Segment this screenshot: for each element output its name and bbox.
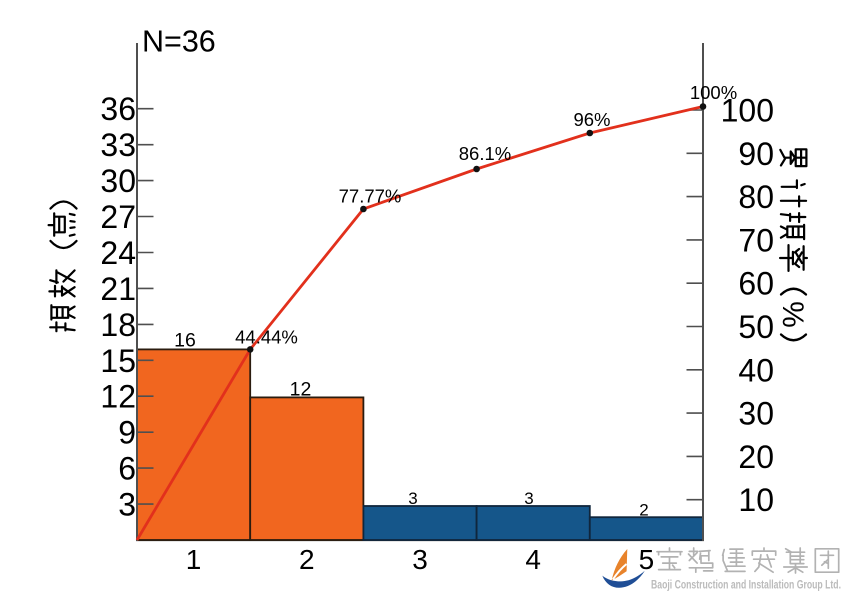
svg-text:2: 2 (299, 544, 315, 575)
svg-text:9: 9 (118, 415, 136, 451)
svg-text:3: 3 (408, 489, 417, 508)
svg-text:16: 16 (174, 330, 196, 352)
svg-text:80: 80 (738, 179, 774, 215)
svg-text:3: 3 (524, 489, 533, 508)
svg-text:N=36: N=36 (142, 25, 216, 59)
svg-text:100%: 100% (690, 82, 737, 103)
svg-text:96%: 96% (573, 109, 610, 130)
svg-text:36: 36 (100, 91, 136, 127)
svg-text:33: 33 (100, 127, 136, 163)
svg-text:24: 24 (100, 235, 136, 271)
svg-text:60: 60 (738, 266, 774, 302)
svg-text:27: 27 (100, 199, 136, 235)
svg-text:5: 5 (639, 544, 655, 575)
svg-text:12: 12 (290, 378, 312, 400)
svg-text:100: 100 (721, 93, 774, 129)
svg-text:15: 15 (100, 343, 136, 379)
svg-text:4: 4 (525, 544, 541, 575)
svg-text:30: 30 (738, 396, 774, 432)
svg-text:Baoji Construction and Install: Baoji Construction and Installation Grou… (651, 580, 841, 592)
svg-text:21: 21 (100, 271, 136, 307)
svg-text:90: 90 (738, 136, 774, 172)
svg-text:1: 1 (186, 544, 202, 575)
svg-text:50: 50 (738, 309, 774, 345)
svg-text:30: 30 (100, 163, 136, 199)
svg-text:%: % (776, 301, 809, 328)
svg-text:10: 10 (738, 482, 774, 518)
svg-text:70: 70 (738, 222, 774, 258)
svg-text:3: 3 (412, 544, 428, 575)
svg-text:44.44%: 44.44% (235, 327, 298, 348)
svg-text:6: 6 (118, 451, 136, 487)
svg-text:12: 12 (100, 379, 136, 415)
svg-text:2: 2 (639, 501, 648, 520)
svg-text:18: 18 (100, 307, 136, 343)
svg-text:20: 20 (738, 439, 774, 475)
svg-text:3: 3 (118, 487, 136, 523)
svg-text:40: 40 (738, 352, 774, 388)
svg-text:86.1%: 86.1% (459, 143, 511, 164)
svg-text:77.77%: 77.77% (339, 185, 402, 206)
